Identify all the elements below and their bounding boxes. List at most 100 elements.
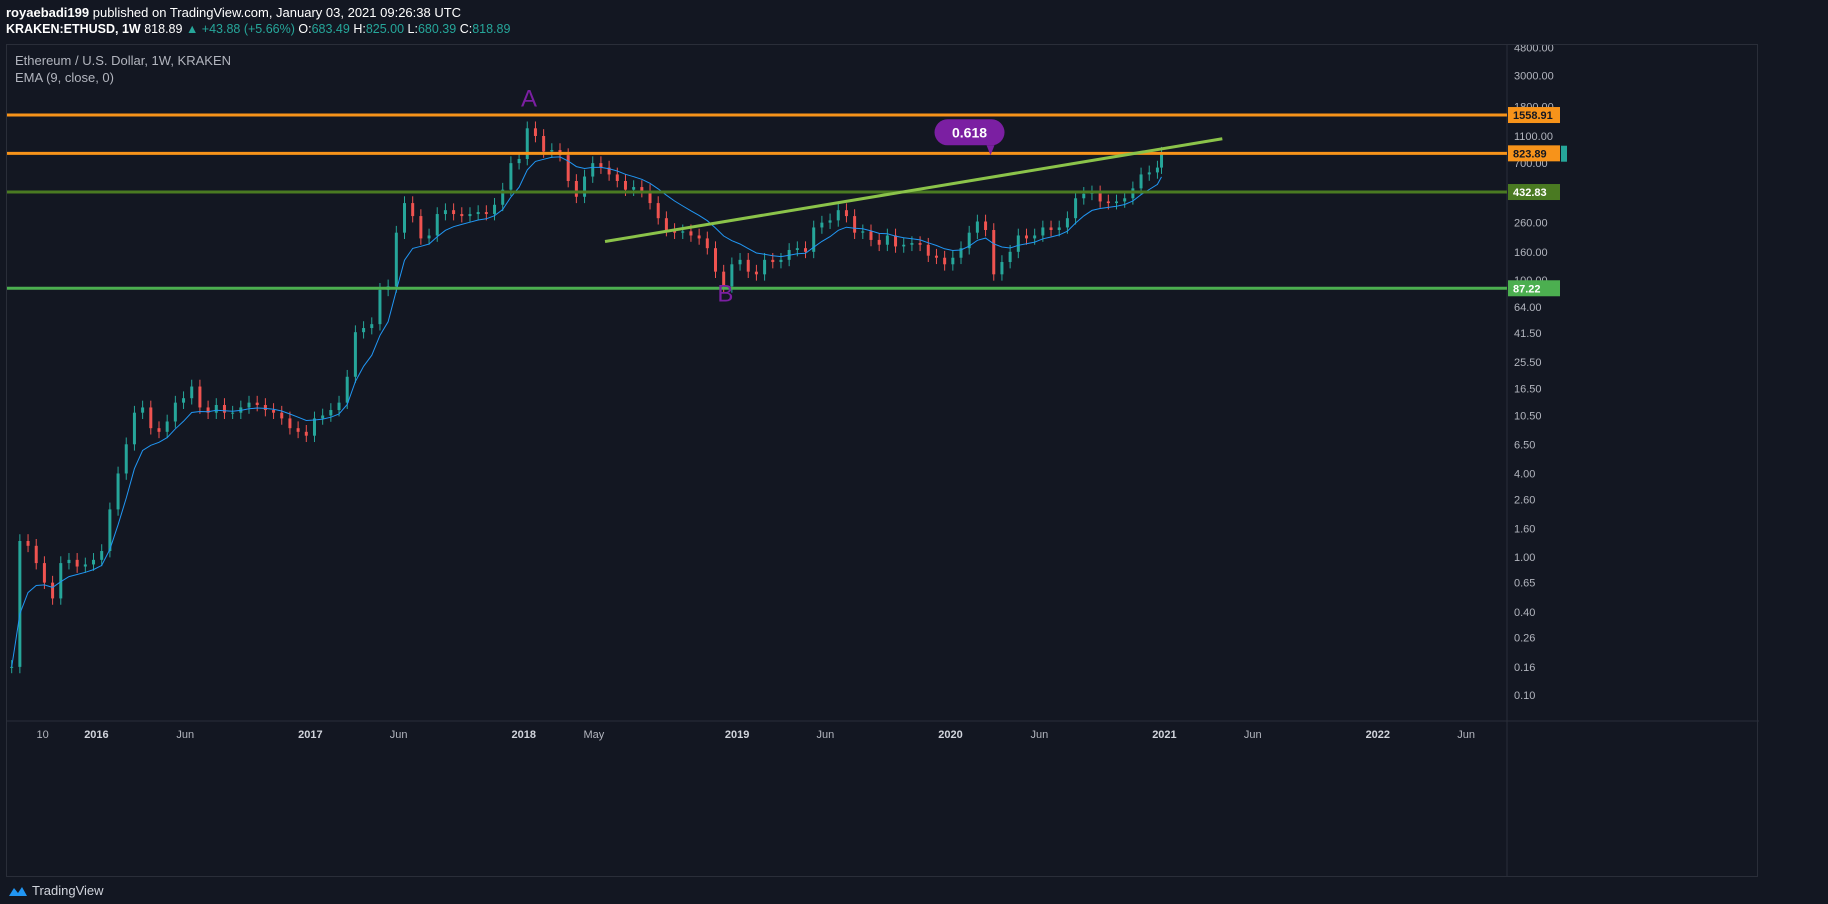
candle: [329, 403, 333, 422]
x-tick-label: Jun: [390, 729, 408, 741]
candle-body: [681, 231, 685, 233]
candle-body: [296, 428, 300, 432]
candle: [509, 156, 513, 197]
candle: [116, 466, 120, 516]
candle-body: [697, 235, 701, 239]
candle-body: [648, 191, 652, 204]
brand-name[interactable]: TradingView: [32, 883, 104, 898]
price-chart[interactable]: 4800.003000.001800.001100.00700.00260.00…: [7, 45, 1759, 878]
candle: [1000, 255, 1004, 281]
current-price-tag: [1561, 145, 1567, 162]
candle: [1123, 191, 1127, 208]
level-price-label: 87.22: [1513, 283, 1541, 295]
candle: [165, 414, 169, 439]
candle: [1041, 220, 1045, 242]
candle: [583, 169, 587, 204]
candle-body: [141, 407, 145, 413]
y-tick-label: 0.10: [1514, 690, 1535, 702]
candle-body: [165, 421, 169, 432]
candle-body: [149, 407, 153, 429]
level-price-tag: [1508, 145, 1560, 162]
candle-body: [869, 231, 873, 240]
candle-body: [362, 328, 366, 333]
x-tick-label: 2020: [938, 729, 962, 741]
level-price-tag: [1508, 280, 1560, 297]
y-tick-label: 6.50: [1514, 439, 1535, 451]
y-tick-label: 0.40: [1514, 607, 1535, 619]
candle-body: [329, 410, 333, 416]
candle-body: [443, 210, 447, 215]
candle: [525, 121, 529, 166]
candle-body: [51, 582, 55, 599]
candle-body: [656, 203, 660, 219]
candle: [141, 400, 145, 420]
candle-body: [779, 259, 783, 263]
legend-title: Ethereum / U.S. Dollar, 1W, KRAKEN: [15, 53, 232, 68]
candle: [713, 241, 717, 278]
candle-body: [1074, 198, 1078, 219]
candle-body: [509, 163, 513, 190]
candle-body: [468, 214, 472, 217]
x-tick-label: 2021: [1152, 729, 1176, 741]
candle: [1098, 185, 1102, 208]
candle-body: [1033, 235, 1037, 239]
trend-line: [604, 137, 1223, 243]
callout-label: 0.618: [952, 124, 987, 140]
author-name[interactable]: royaebadi199: [6, 5, 90, 20]
candle-body: [795, 248, 799, 250]
candle-body: [18, 540, 22, 667]
chart-pane[interactable]: 4800.003000.001800.001100.00700.00260.00…: [6, 44, 1759, 878]
candle: [272, 403, 276, 420]
candle: [812, 220, 816, 259]
candle: [1147, 165, 1151, 181]
candle-body: [42, 563, 46, 583]
x-tick-label: 2016: [84, 729, 108, 741]
candle: [427, 228, 431, 245]
fib-callout: 0.618: [934, 119, 1005, 156]
close-label: C:: [459, 22, 473, 36]
candle: [468, 207, 472, 223]
candle: [362, 321, 366, 339]
candle-body: [574, 180, 578, 197]
candle: [697, 228, 701, 245]
candle: [1065, 211, 1069, 234]
candle-body: [730, 264, 734, 287]
y-tick-label: 260.00: [1514, 218, 1548, 230]
x-tick-label: 2018: [512, 729, 536, 741]
candle-body: [771, 259, 775, 263]
wave-label: A: [521, 85, 537, 112]
x-tick-label: May: [584, 729, 605, 741]
callout-bubble: [934, 119, 1005, 146]
candle: [844, 203, 848, 223]
candle: [419, 209, 423, 245]
legend-indicator[interactable]: EMA (9, close, 0): [15, 70, 114, 85]
y-tick-label: 0.65: [1514, 578, 1535, 590]
candle: [517, 152, 521, 170]
candle: [92, 553, 96, 571]
candle-body: [722, 271, 726, 287]
candle-body: [1123, 198, 1127, 202]
candle: [1139, 167, 1143, 195]
candle-body: [501, 189, 505, 205]
low-value: 680.39: [417, 22, 457, 36]
candle-body: [190, 386, 194, 399]
high-label: H:: [353, 22, 366, 36]
candle: [828, 213, 832, 229]
y-tick-label: 2.60: [1514, 494, 1535, 506]
tradingview-logo-icon[interactable]: [8, 885, 28, 897]
candle-body: [918, 243, 922, 245]
candle-body: [247, 402, 251, 408]
candle: [149, 400, 153, 435]
candle: [1057, 220, 1061, 237]
candle-body: [173, 402, 177, 422]
candle-body: [738, 259, 742, 265]
candle-body: [403, 203, 407, 233]
candle: [591, 156, 595, 183]
candle: [918, 236, 922, 252]
high-value: 825.00: [365, 22, 405, 36]
candle-body: [75, 559, 79, 567]
candle-body: [591, 163, 595, 177]
candle: [951, 250, 955, 271]
candle: [754, 264, 758, 281]
candle-body: [844, 210, 848, 217]
